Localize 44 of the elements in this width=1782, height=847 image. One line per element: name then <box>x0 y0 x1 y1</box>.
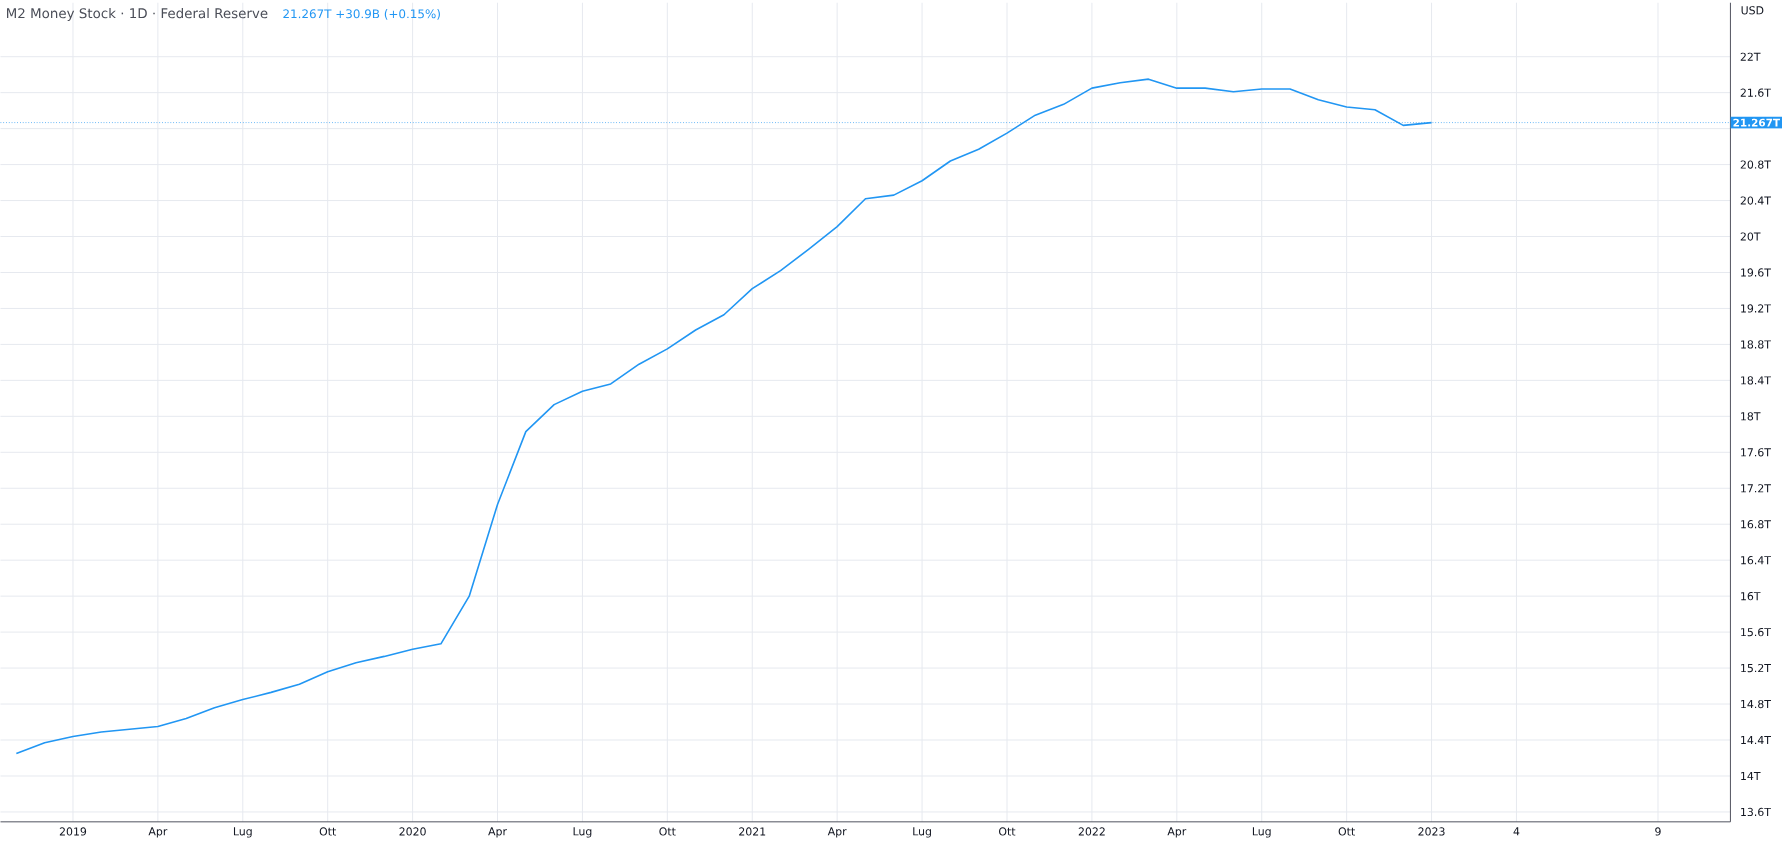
y-tick-label: 14T <box>1741 772 1761 780</box>
x-tick-label: Lug <box>1252 827 1271 838</box>
y-tick-label: 14.8T <box>1741 699 1771 709</box>
x-tick-label: Ott <box>999 827 1016 836</box>
y-tick-label: 15.6T <box>1741 628 1771 637</box>
x-tick-label: Apr <box>148 827 168 838</box>
x-tick-label: Ott <box>659 827 676 836</box>
y-axis-title: USD <box>1741 6 1764 15</box>
x-tick-label: Lug <box>913 827 931 838</box>
y-tick-label: 17.2T <box>1741 484 1771 493</box>
y-tick-label: 20.4T <box>1740 196 1771 205</box>
x-tick-label: Apr <box>827 827 847 838</box>
chart-subtitle: 21.267T +30.9B (+0.15%) <box>283 9 440 20</box>
y-tick-label: 14.4T <box>1741 736 1771 745</box>
y-tick-label: 20T <box>1740 232 1761 241</box>
chart-title: M2 Money Stock · 1D · Federal Reserve <box>7 7 268 21</box>
y-tick-label: 17.6T <box>1741 448 1771 457</box>
y-tick-label: 15.2T <box>1741 663 1771 673</box>
y-tick-label: 16.8T <box>1741 520 1771 529</box>
y-tick-label: 20.8T <box>1740 160 1771 169</box>
y-tick-label: 19.6T <box>1741 268 1771 277</box>
x-tick-label: 2023 <box>1418 827 1445 836</box>
y-tick-label: 18.4T <box>1741 376 1771 385</box>
x-tick-label: Apr <box>488 827 507 838</box>
x-tick-label: Ott <box>1338 827 1355 836</box>
x-tick-label: Ott <box>319 827 337 836</box>
y-tick-label: 19.2T <box>1741 304 1771 313</box>
y-tick-label: 16T <box>1741 592 1761 601</box>
x-tick-label: 2021 <box>739 827 766 836</box>
x-tick-label: 4 <box>1513 827 1520 836</box>
y-tick-label: 13.6T <box>1741 807 1771 817</box>
y-tick-label: 16.4T <box>1741 556 1771 565</box>
y-tick-label: 22T <box>1740 52 1761 61</box>
x-tick-label: 2022 <box>1078 827 1105 836</box>
x-tick-label: Lug <box>573 827 592 838</box>
x-tick-label: Apr <box>1167 827 1187 838</box>
x-tick-label: 2020 <box>399 827 426 836</box>
x-tick-label: 9 <box>1655 827 1661 836</box>
y-tick-label: 18T <box>1741 412 1761 421</box>
x-tick-label: Lug <box>233 827 252 838</box>
y-tick-label: 18.8T <box>1741 340 1771 349</box>
x-tick-label: 2019 <box>59 827 87 836</box>
ref-line-label: 21.267T <box>1733 118 1780 127</box>
y-tick-label: 21.6T <box>1740 88 1771 97</box>
